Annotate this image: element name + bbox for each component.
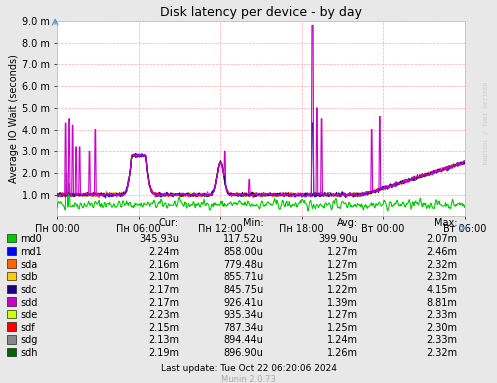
Text: Avg:: Avg: — [336, 218, 358, 228]
Text: sda: sda — [20, 260, 38, 270]
Text: Last update: Tue Oct 22 06:20:06 2024: Last update: Tue Oct 22 06:20:06 2024 — [161, 364, 336, 373]
Text: 2.46m: 2.46m — [426, 247, 457, 257]
Text: 2.33m: 2.33m — [426, 310, 457, 320]
Text: 1.27m: 1.27m — [327, 260, 358, 270]
Text: 1.27m: 1.27m — [327, 247, 358, 257]
Text: 2.23m: 2.23m — [148, 310, 179, 320]
Text: 4.15m: 4.15m — [426, 285, 457, 295]
Text: 2.32m: 2.32m — [426, 260, 457, 270]
Text: 8.81m: 8.81m — [426, 298, 457, 308]
Text: 1.25m: 1.25m — [327, 272, 358, 282]
Title: Disk latency per device - by day: Disk latency per device - by day — [160, 5, 362, 18]
Text: Min:: Min: — [243, 218, 263, 228]
Text: sde: sde — [20, 310, 38, 320]
Text: 2.24m: 2.24m — [148, 247, 179, 257]
Text: 2.10m: 2.10m — [148, 272, 179, 282]
Text: 2.07m: 2.07m — [426, 234, 457, 244]
Text: 855.71u: 855.71u — [223, 272, 263, 282]
Text: 2.32m: 2.32m — [426, 348, 457, 358]
Text: 1.39m: 1.39m — [327, 298, 358, 308]
Text: 1.26m: 1.26m — [327, 348, 358, 358]
Text: 345.93u: 345.93u — [139, 234, 179, 244]
Y-axis label: Average IO Wait (seconds): Average IO Wait (seconds) — [9, 54, 19, 183]
Text: 1.24m: 1.24m — [327, 336, 358, 345]
Text: 896.90u: 896.90u — [224, 348, 263, 358]
Text: sdg: sdg — [20, 336, 38, 345]
Text: sdb: sdb — [20, 272, 38, 282]
Text: 926.41u: 926.41u — [224, 298, 263, 308]
Text: 858.00u: 858.00u — [224, 247, 263, 257]
Text: sdf: sdf — [20, 323, 35, 333]
Text: 894.44u: 894.44u — [224, 336, 263, 345]
Text: 2.19m: 2.19m — [148, 348, 179, 358]
Text: 1.27m: 1.27m — [327, 310, 358, 320]
Text: 1.25m: 1.25m — [327, 323, 358, 333]
Text: md1: md1 — [20, 247, 42, 257]
Text: 2.16m: 2.16m — [148, 260, 179, 270]
Text: 399.90u: 399.90u — [318, 234, 358, 244]
Text: sdd: sdd — [20, 298, 38, 308]
Text: 2.15m: 2.15m — [148, 323, 179, 333]
Text: Munin 2.0.73: Munin 2.0.73 — [221, 375, 276, 383]
Text: 2.13m: 2.13m — [148, 336, 179, 345]
Text: 2.32m: 2.32m — [426, 272, 457, 282]
Text: 2.17m: 2.17m — [148, 285, 179, 295]
Text: 779.48u: 779.48u — [223, 260, 263, 270]
Text: 1.22m: 1.22m — [327, 285, 358, 295]
Text: sdc: sdc — [20, 285, 37, 295]
Text: md0: md0 — [20, 234, 42, 244]
Text: Cur:: Cur: — [159, 218, 179, 228]
Text: 117.52u: 117.52u — [223, 234, 263, 244]
Text: 2.17m: 2.17m — [148, 298, 179, 308]
Text: RRDTOOL / TOBI OETIKER: RRDTOOL / TOBI OETIKER — [483, 81, 488, 164]
Text: 787.34u: 787.34u — [223, 323, 263, 333]
Text: Max:: Max: — [434, 218, 457, 228]
Text: 2.30m: 2.30m — [426, 323, 457, 333]
Text: 845.75u: 845.75u — [223, 285, 263, 295]
Text: 2.33m: 2.33m — [426, 336, 457, 345]
Text: sdh: sdh — [20, 348, 38, 358]
Text: 935.34u: 935.34u — [224, 310, 263, 320]
